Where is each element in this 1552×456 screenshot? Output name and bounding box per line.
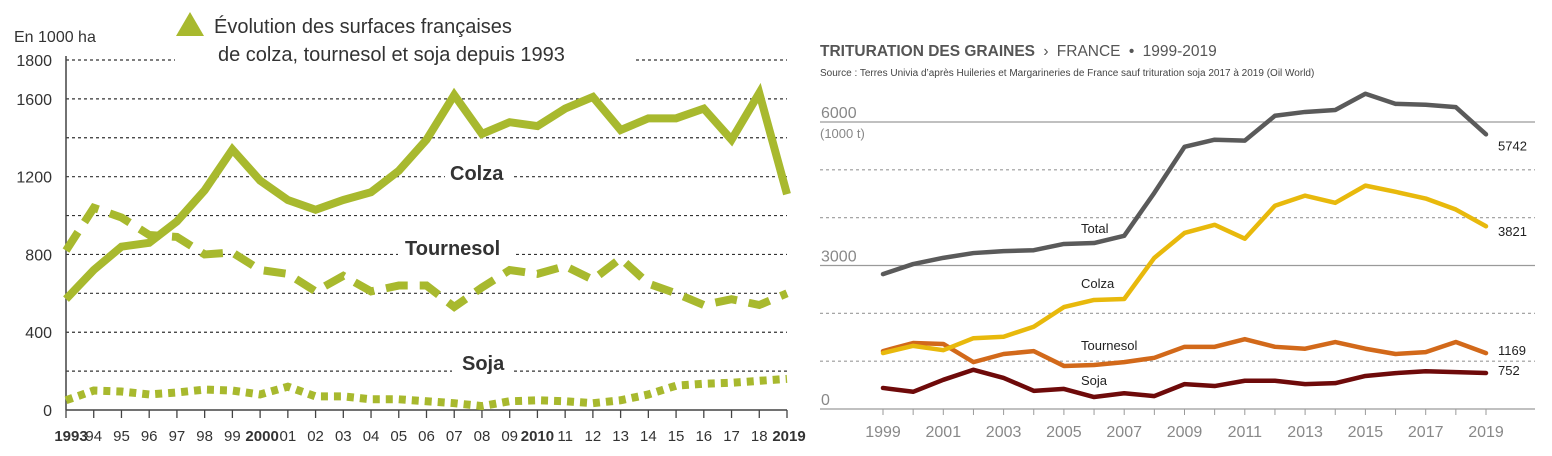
x-tick-label: 17 — [723, 428, 740, 445]
x-tick-label: 09 — [501, 428, 518, 445]
y-tick-label: 400 — [25, 325, 52, 342]
series-label-tournesol: Tournesol — [405, 238, 500, 260]
x-tick-label: 2001 — [926, 424, 962, 441]
y-tick-label: 1800 — [16, 53, 52, 70]
x-tick-label: 15 — [668, 428, 685, 445]
x-tick-label: 98 — [196, 428, 213, 445]
series-line-tournesol — [880, 336, 1489, 369]
inline-label-total: Total — [1081, 221, 1109, 236]
title-line-2: de colza, tournesol et soja depuis 1993 — [218, 44, 565, 66]
x-tick-label: 2007 — [1106, 424, 1142, 441]
axes — [65, 56, 788, 418]
end-value-label: 1169 — [1498, 343, 1526, 358]
x-tick-label: 1999 — [865, 424, 901, 441]
x-tick-label: 12 — [585, 428, 602, 445]
series-lines — [62, 82, 791, 411]
series-line-soja — [880, 367, 1489, 400]
x-tick-label: 02 — [307, 428, 324, 445]
y-tick-label: 0 — [821, 392, 830, 409]
y-tick-label: 1600 — [16, 92, 52, 109]
x-tick-label: 2011 — [1228, 424, 1263, 441]
grid-lines — [820, 121, 1535, 410]
title-line-1: Évolution des surfaces françaises — [214, 15, 512, 38]
title-region: FRANCE — [1057, 43, 1121, 60]
x-tick-label: 2017 — [1408, 424, 1444, 441]
x-tick-label: 2005 — [1046, 424, 1082, 441]
x-tick-label: 96 — [141, 428, 158, 445]
end-value-label: 3821 — [1498, 224, 1527, 239]
x-tick-label: 01 — [280, 428, 297, 445]
y-axis-unit: (1000 t) — [820, 126, 865, 141]
series-labels: Colza Tournesol Soja — [405, 163, 505, 375]
x-tick-label: 1993 — [54, 428, 87, 445]
series-line-colza — [880, 183, 1489, 356]
surfaces-chart: Colza Tournesol Soja 0 400 800 1200 1600 1800 19… — [14, 12, 806, 445]
x-tick-label: 13 — [612, 428, 629, 445]
series-label-colza: Colza — [450, 163, 504, 185]
x-tick-label: 14 — [640, 428, 657, 445]
series-labels: 5742 3821 1169 752 Total Colza Tournesol Soja — [1081, 138, 1527, 388]
x-tick-label: 16 — [695, 428, 712, 445]
x-tick-label: 95 — [113, 428, 130, 445]
inline-label-tournesol: Tournesol — [1081, 338, 1137, 353]
x-tick-label: 94 — [85, 428, 102, 445]
x-tick-label: 2010 — [521, 428, 554, 445]
chart-title: Évolution des surfaces françaises de col… — [176, 12, 565, 66]
x-tick-label: 2003 — [986, 424, 1022, 441]
y-tick-label: 6000 — [821, 105, 857, 122]
title-bullet: • — [1129, 43, 1134, 60]
series-line-total — [880, 91, 1489, 277]
tick-labels: 0 3000 6000 1999 2001 2003 2005 2007 2009 2011 201… — [821, 105, 1504, 441]
inline-label-soja: Soja — [1081, 373, 1108, 388]
triangle-icon — [176, 12, 204, 36]
x-tick-label: 18 — [751, 428, 768, 445]
series-label-soja: Soja — [462, 353, 505, 375]
x-tick-label: 06 — [418, 428, 435, 445]
x-tick-label: 04 — [363, 428, 380, 445]
x-tick-label: 2000 — [245, 428, 278, 445]
x-tick-label: 07 — [446, 428, 463, 445]
title-period: 1999-2019 — [1143, 43, 1217, 60]
series-lines — [880, 91, 1489, 400]
x-tick-label: 2019 — [1468, 424, 1504, 441]
x-tick-label: 03 — [335, 428, 352, 445]
inline-label-colza: Colza — [1081, 276, 1115, 291]
x-tick-label: 2015 — [1348, 424, 1384, 441]
x-tick-label: 97 — [169, 428, 186, 445]
y-tick-label: 3000 — [821, 249, 857, 266]
x-tick-label: 2013 — [1287, 424, 1323, 441]
x-tick-label: 11 — [557, 428, 573, 445]
y-tick-label: 0 — [43, 403, 52, 420]
x-tick-label: 05 — [390, 428, 407, 445]
x-tick-label: 2019 — [772, 428, 805, 445]
title-sep: › — [1043, 43, 1048, 60]
chart-title: TRITURATION DES GRAINES › FRANCE • 1999-… — [820, 43, 1217, 60]
y-tick-label: 1200 — [16, 170, 52, 187]
y-tick-label: 800 — [25, 247, 52, 264]
x-tick-label: 99 — [224, 428, 241, 445]
end-value-label: 752 — [1498, 363, 1520, 378]
x-tick-label: 2009 — [1167, 424, 1203, 441]
x-tick-label: 08 — [474, 428, 491, 445]
chart-subtitle: Source : Terres Univia d’après Huileries… — [820, 68, 1314, 79]
y-axis-unit: En 1000 ha — [14, 29, 96, 46]
end-value-label: 5742 — [1498, 138, 1527, 153]
title-main: TRITURATION DES GRAINES — [820, 43, 1035, 60]
